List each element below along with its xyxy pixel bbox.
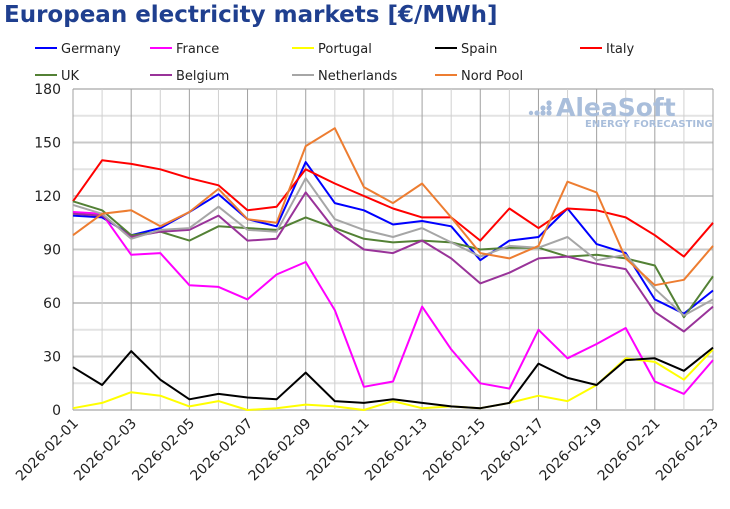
legend-item-nord-pool: Nord Pool: [435, 69, 523, 84]
series-lines: [72, 127, 714, 411]
logo-tagline: ENERGY FORECASTING: [585, 119, 713, 130]
series-belgium: [72, 191, 714, 333]
legend-item-italy: Italy: [580, 42, 635, 57]
legend: Germany France Portugal Spain Italy UK Belgium…: [35, 42, 635, 84]
legend-item-netherlands: Netherlands: [292, 69, 397, 84]
series-nord-pool: [72, 127, 714, 287]
legend-item-uk: UK: [35, 69, 80, 84]
legend-label: Italy: [606, 42, 635, 57]
series-spain: [72, 346, 714, 410]
series-netherlands: [72, 177, 714, 317]
logo-name: AleaSoft: [556, 93, 676, 122]
x-tick-label: 2026-02-23: [653, 416, 722, 485]
aleasoft-logo: AleaSoft ENERGY FORECASTING: [528, 93, 713, 130]
y-tick-label: 0: [52, 403, 61, 419]
chart-title: European electricity markets [€/MWh]: [4, 2, 498, 28]
y-tick-label: 120: [34, 189, 61, 205]
legend-item-germany: Germany: [35, 42, 121, 57]
y-tick-label: 90: [43, 243, 61, 259]
legend-item-france: France: [150, 42, 219, 57]
legend-label: France: [176, 42, 219, 57]
legend-label: Spain: [461, 42, 497, 57]
y-tick-label: 30: [43, 350, 61, 366]
series-france: [72, 211, 714, 395]
y-tick-label: 150: [34, 136, 61, 152]
legend-item-spain: Spain: [435, 42, 497, 57]
y-tick-label: 180: [34, 82, 61, 98]
legend-item-belgium: Belgium: [150, 69, 229, 84]
legend-label: UK: [61, 69, 80, 84]
legend-label: Nord Pool: [461, 69, 523, 84]
y-tick-label: 60: [43, 296, 61, 312]
legend-label: Belgium: [176, 69, 229, 84]
series-uk: [72, 200, 714, 319]
legend-label: Portugal: [318, 42, 372, 57]
grid: [72, 88, 714, 411]
legend-label: Germany: [61, 42, 121, 57]
legend-label: Netherlands: [318, 69, 397, 84]
legend-item-portugal: Portugal: [292, 42, 372, 57]
